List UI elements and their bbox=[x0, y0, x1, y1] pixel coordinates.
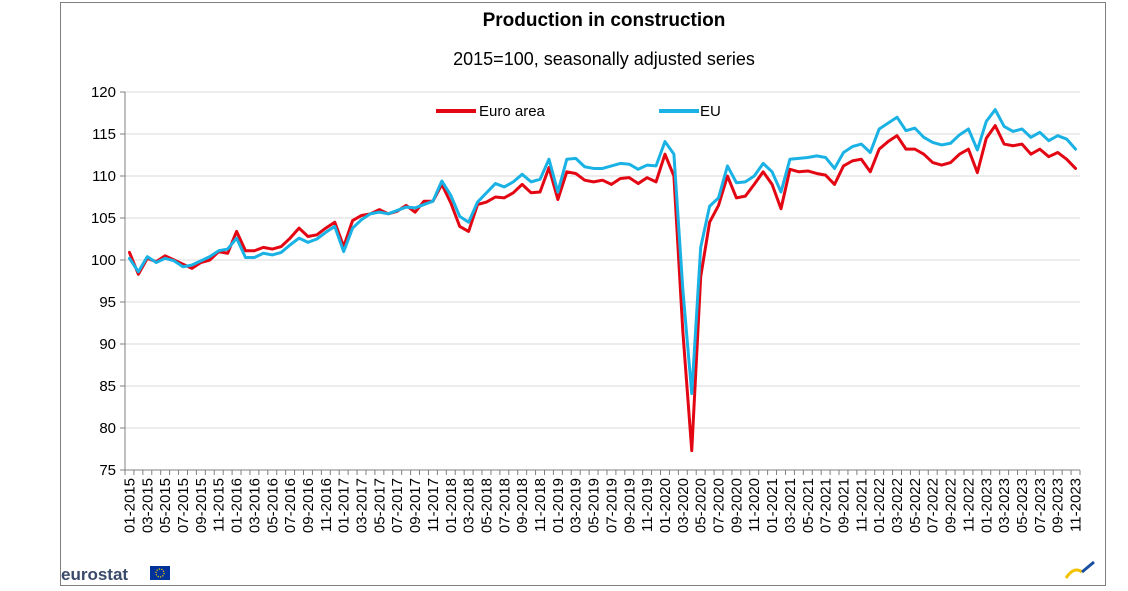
x-tick-label-07-2021: 07-2021 bbox=[818, 478, 835, 533]
x-tick-label-05-2022: 05-2022 bbox=[907, 478, 924, 533]
x-tick-label-11-2022: 11-2022 bbox=[960, 478, 977, 532]
x-tick-label-11-2017: 11-2017 bbox=[425, 478, 442, 532]
series-lines bbox=[127, 108, 1078, 453]
legend-label-euro-area: Euro area bbox=[479, 103, 546, 120]
eurostat-logo-text: eurostat bbox=[61, 565, 128, 584]
series-line-euro-area bbox=[127, 124, 1078, 453]
x-tick-label-03-2020: 03-2020 bbox=[675, 478, 692, 533]
x-tick-label-07-2020: 07-2020 bbox=[711, 478, 728, 533]
x-tick-label-01-2017: 01-2017 bbox=[336, 478, 353, 533]
x-tick-label-11-2023: 11-2023 bbox=[1068, 478, 1085, 532]
chart-subtitle: 2015=100, seasonally adjusted series bbox=[453, 49, 755, 69]
x-tick-label-09-2022: 09-2022 bbox=[943, 478, 960, 533]
chart-title: Production in construction bbox=[483, 10, 726, 31]
x-tick-label-01-2018: 01-2018 bbox=[443, 478, 460, 533]
y-axis: 75 80 85 90 95 100 105 110 115 120 bbox=[91, 84, 126, 479]
x-tick-label-05-2021: 05-2021 bbox=[800, 478, 817, 533]
x-tick-label-09-2018: 09-2018 bbox=[514, 478, 531, 533]
x-tick-label-07-2022: 07-2022 bbox=[925, 478, 942, 533]
x-tick-label-11-2021: 11-2021 bbox=[853, 478, 870, 532]
x-tick-label-11-2020: 11-2020 bbox=[746, 478, 763, 532]
legend-label-eu: EU bbox=[700, 103, 721, 120]
x-tick-label-11-2018: 11-2018 bbox=[532, 478, 549, 532]
y-tick-label-120: 120 bbox=[91, 84, 116, 101]
x-tick-label-07-2023: 07-2023 bbox=[1032, 478, 1049, 533]
x-tick-label-01-2021: 01-2021 bbox=[764, 478, 781, 533]
x-tick-label-01-2023: 01-2023 bbox=[978, 478, 995, 533]
x-tick-label-07-2016: 07-2016 bbox=[282, 478, 299, 533]
x-tick-label-03-2017: 03-2017 bbox=[354, 478, 371, 533]
x-tick-label-05-2017: 05-2017 bbox=[371, 478, 388, 533]
x-tick-label-07-2019: 07-2019 bbox=[603, 478, 620, 533]
eurostat-logo: eurostat bbox=[61, 565, 170, 584]
gridlines bbox=[125, 91, 1080, 429]
y-tick-label-75: 75 bbox=[99, 462, 116, 479]
x-axis: 01-2015 03-2015 05-2015 07-2015 09-2015 11-20… bbox=[121, 469, 1085, 533]
x-tick-label-05-2019: 05-2019 bbox=[586, 478, 603, 533]
x-tick-label-05-2015: 05-2015 bbox=[157, 478, 174, 533]
x-tick-label-03-2021: 03-2021 bbox=[782, 478, 799, 533]
y-tick-label-110: 110 bbox=[92, 168, 116, 185]
y-tick-label-85: 85 bbox=[99, 378, 116, 395]
x-tick-label-07-2017: 07-2017 bbox=[389, 478, 406, 533]
y-tick-label-115: 115 bbox=[92, 126, 116, 143]
x-tick-label-09-2021: 09-2021 bbox=[835, 478, 852, 533]
x-tick-label-05-2018: 05-2018 bbox=[478, 478, 495, 533]
series-line-eu bbox=[127, 108, 1078, 396]
x-tick-label-09-2015: 09-2015 bbox=[193, 478, 210, 533]
x-tick-label-09-2020: 09-2020 bbox=[728, 478, 745, 533]
x-tick-label-11-2019: 11-2019 bbox=[639, 478, 656, 532]
x-tick-label-05-2020: 05-2020 bbox=[693, 478, 710, 533]
x-tick-label-09-2016: 09-2016 bbox=[300, 478, 317, 533]
x-tick-label-07-2015: 07-2015 bbox=[175, 478, 192, 533]
x-tick-label-01-2020: 01-2020 bbox=[657, 478, 674, 533]
eu-flag-stars-icon bbox=[155, 568, 165, 578]
x-tick-label-03-2019: 03-2019 bbox=[568, 478, 585, 533]
y-tick-label-80: 80 bbox=[99, 420, 116, 437]
x-tick-label-01-2015: 01-2015 bbox=[121, 478, 138, 533]
y-tick-label-105: 105 bbox=[91, 210, 116, 227]
x-tick-label-01-2016: 01-2016 bbox=[229, 478, 246, 533]
x-tick-label-11-2016: 11-2016 bbox=[318, 478, 335, 532]
y-tick-label-100: 100 bbox=[91, 252, 116, 269]
x-tick-label-05-2016: 05-2016 bbox=[264, 478, 281, 533]
x-tick-label-03-2023: 03-2023 bbox=[996, 478, 1013, 533]
x-tick-label-09-2019: 09-2019 bbox=[621, 478, 638, 533]
y-tick-label-95: 95 bbox=[99, 294, 116, 311]
eu-flag-icon bbox=[150, 566, 170, 580]
x-tick-label-01-2022: 01-2022 bbox=[871, 478, 888, 533]
y-tick-label-90: 90 bbox=[99, 336, 116, 353]
x-tick-label-01-2019: 01-2019 bbox=[550, 478, 567, 533]
x-tick-label-03-2022: 03-2022 bbox=[889, 478, 906, 533]
x-tick-label-03-2016: 03-2016 bbox=[246, 478, 263, 533]
x-tick-label-07-2018: 07-2018 bbox=[496, 478, 513, 533]
x-tick-label-03-2018: 03-2018 bbox=[461, 478, 478, 533]
chart-frame bbox=[60, 2, 1106, 586]
eurostat-swoosh-icon bbox=[1064, 560, 1095, 579]
x-tick-label-05-2023: 05-2023 bbox=[1014, 478, 1031, 533]
x-tick-label-03-2015: 03-2015 bbox=[139, 478, 156, 533]
legend: Euro area EU bbox=[436, 103, 721, 120]
x-tick-label-09-2023: 09-2023 bbox=[1050, 478, 1067, 533]
x-tick-label-09-2017: 09-2017 bbox=[407, 478, 424, 533]
x-tick-label-11-2015: 11-2015 bbox=[211, 478, 228, 532]
